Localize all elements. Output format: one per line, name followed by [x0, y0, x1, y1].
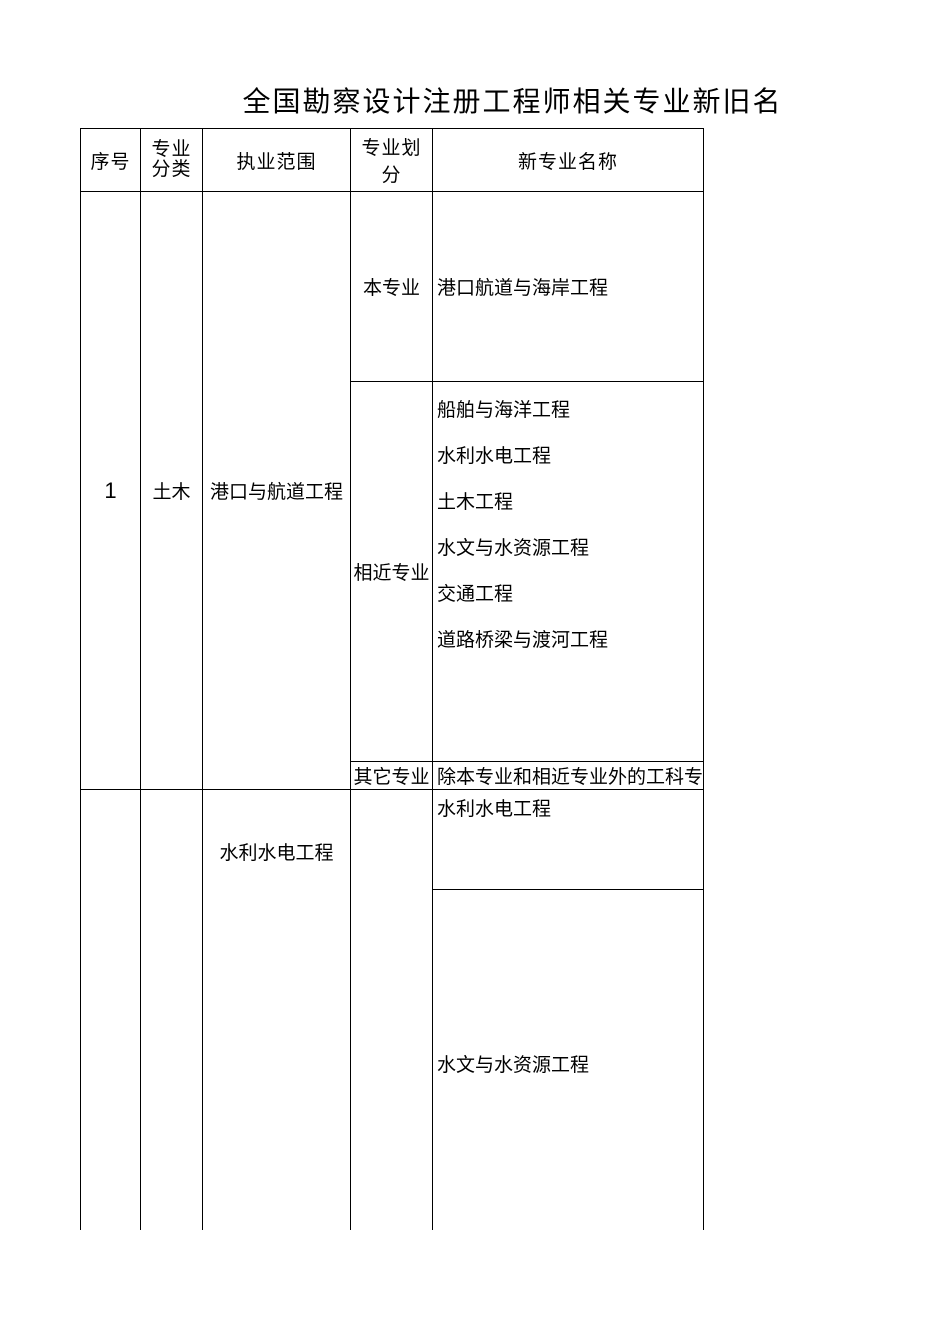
cell-names-related: 船舶与海洋工程 水利水电工程 土木工程 水文与水资源工程 交通工程 道路桥梁与渡… [433, 382, 704, 762]
table-row: 1 土木 港口与航道工程 本专业 港口航道与海岸工程 [81, 192, 704, 382]
related-name: 交通工程 [437, 572, 703, 618]
col-header-scope: 执业范围 [203, 129, 351, 192]
cell-div-2 [351, 790, 433, 1230]
cell-seq-2 [81, 790, 141, 1230]
cell-div-other: 其它专业 [351, 762, 433, 790]
col-header-name: 新专业名称 [433, 129, 704, 192]
cell-cat-2 [141, 790, 203, 1230]
related-name: 水文与水资源工程 [437, 526, 703, 572]
cell-name-main: 港口航道与海岸工程 [433, 192, 704, 382]
col-header-category: 专业 分类 [141, 129, 203, 192]
document-page: 全国勘察设计注册工程师相关专业新旧名 序号 专业 分类 执业范围 专业划分 新专… [0, 0, 945, 1230]
col-header-category-l2: 分类 [151, 159, 191, 180]
cell-name-2a: 水利水电工程 [433, 790, 704, 890]
cell-cat-1: 土木 [141, 192, 203, 790]
related-name: 土木工程 [437, 480, 703, 526]
col-header-category-l1: 专业 [151, 139, 191, 160]
related-name: 道路桥梁与渡河工程 [437, 618, 703, 664]
table-header-row: 序号 专业 分类 执业范围 专业划分 新专业名称 [81, 129, 704, 192]
specialty-table: 序号 专业 分类 执业范围 专业划分 新专业名称 1 土木 港口与航道工程 本专… [80, 128, 704, 1230]
col-header-division: 专业划分 [351, 129, 433, 192]
cell-div-main: 本专业 [351, 192, 433, 382]
cell-scope-2: 水利水电工程 [203, 790, 351, 1230]
related-name: 船舶与海洋工程 [437, 388, 703, 434]
related-name: 水利水电工程 [437, 434, 703, 480]
col-header-seq: 序号 [81, 129, 141, 192]
cell-name-2b: 水文与水资源工程 [433, 890, 704, 1230]
cell-name-other: 除本专业和相近专业外的工科专 [433, 762, 704, 790]
cell-scope-1: 港口与航道工程 [203, 192, 351, 790]
document-title: 全国勘察设计注册工程师相关专业新旧名 [0, 80, 945, 120]
cell-div-related: 相近专业 [351, 382, 433, 762]
cell-seq-1: 1 [81, 192, 141, 790]
table-row: 水利水电工程 水利水电工程 [81, 790, 704, 890]
